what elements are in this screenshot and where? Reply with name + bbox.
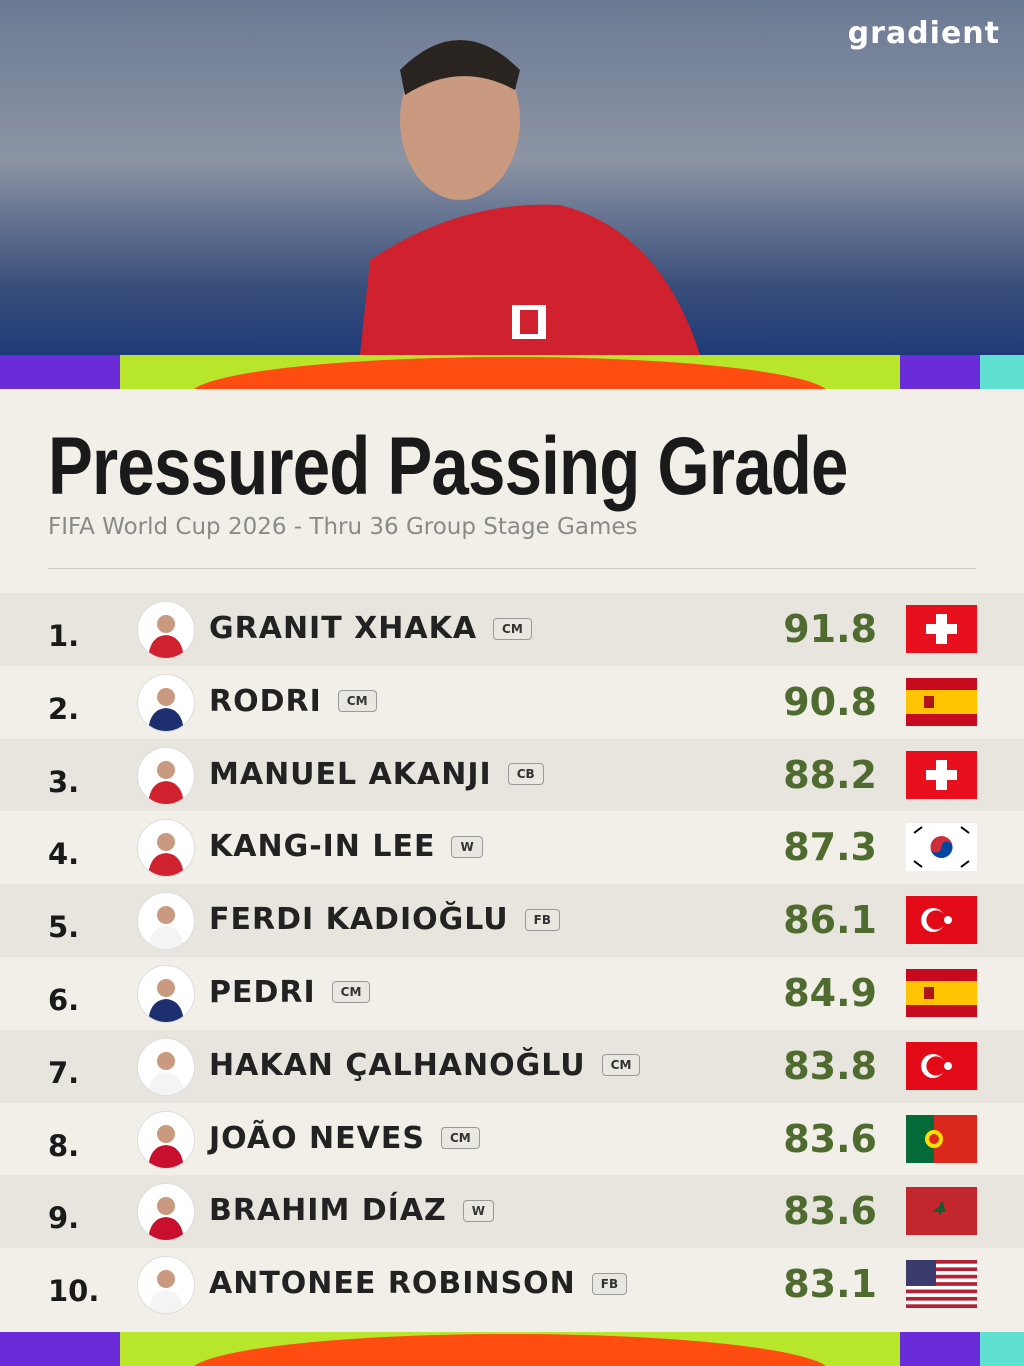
player-avatar	[137, 892, 195, 951]
rank: 10.	[48, 1274, 100, 1309]
ranking-row: 9. BRAHIM DÍAZ W 83.6	[0, 1175, 1024, 1249]
rank: 6.	[48, 982, 80, 1017]
position-badge: FB	[591, 1272, 628, 1295]
grade: 87.3	[783, 825, 877, 870]
position-badge: CM	[493, 617, 532, 640]
player-avatar	[137, 819, 195, 878]
player-name-group: KANG-IN LEE W	[209, 829, 483, 864]
player-name-group: HAKAN ÇALHANOĞLU CM	[209, 1047, 641, 1083]
grade: 84.9	[783, 970, 877, 1015]
country-flag	[906, 605, 977, 653]
position-badge: W	[462, 1199, 495, 1222]
color-band	[0, 355, 1024, 389]
player-name: RODRI	[209, 683, 322, 719]
grade: 83.8	[783, 1043, 877, 1088]
rank: 8.	[48, 1128, 80, 1163]
player-illustration	[360, 40, 700, 355]
position-badge: CM	[337, 690, 377, 713]
grade: 83.6	[783, 1116, 877, 1161]
player-name: JOÃO NEVES	[209, 1120, 425, 1156]
player-name-group: MANUEL AKANJI CB	[209, 757, 544, 792]
grade: 86.1	[783, 898, 877, 943]
country-flag	[906, 896, 977, 945]
country-flag	[906, 677, 977, 726]
ranking-row: 4. KANG-IN LEE W 87.3	[0, 811, 1024, 884]
grade: 90.8	[783, 679, 877, 724]
subtitle: FIFA World Cup 2026 - Thru 36 Group Stag…	[48, 514, 638, 540]
player-avatar	[137, 1037, 195, 1096]
divider	[48, 568, 976, 569]
player-name-group: BRAHIM DÍAZ W	[209, 1193, 495, 1229]
player-name-group: FERDI KADIOĞLU FB	[209, 902, 561, 938]
ranking-list: 1. GRANIT XHAKA CM 91.8 2. RODRI CM 90.8 3. MANUE…	[0, 593, 1024, 1321]
position-badge: CM	[440, 1127, 480, 1150]
country-flag	[906, 1187, 977, 1236]
player-avatar	[137, 673, 195, 732]
brand-logo: gradient	[847, 16, 1000, 51]
country-flag	[906, 968, 977, 1017]
ranking-row: 7. HAKAN ÇALHANOĞLU CM 83.8	[0, 1029, 1024, 1103]
country-flag	[906, 750, 977, 799]
ranking-row: 8. JOÃO NEVES CM 83.6	[0, 1103, 1024, 1176]
position-badge: CB	[507, 763, 544, 786]
player-avatar	[137, 601, 195, 659]
player-name-group: RODRI CM	[209, 684, 377, 719]
ranking-row: 6. PEDRI CM 84.9	[0, 957, 1024, 1030]
rank: 1.	[48, 619, 80, 653]
player-name-group: PEDRI CM	[209, 974, 371, 1010]
title: Pressured Passing Grade	[48, 421, 848, 512]
player-name: PEDRI	[209, 974, 316, 1010]
player-name-group: ANTONEE ROBINSON FB	[209, 1266, 628, 1302]
ranking-row: 2. RODRI CM 90.8	[0, 666, 1024, 739]
grade: 88.2	[783, 752, 877, 797]
position-badge: CM	[331, 981, 371, 1004]
player-avatar	[137, 1183, 195, 1242]
country-flag	[906, 1260, 977, 1309]
rank: 9.	[48, 1201, 80, 1236]
player-name: HAKAN ÇALHANOĞLU	[209, 1047, 586, 1083]
rank: 3.	[48, 764, 80, 799]
player-avatar	[137, 1256, 195, 1315]
rank: 4.	[48, 837, 80, 872]
player-avatar	[137, 1110, 195, 1169]
color-band	[0, 1332, 1024, 1366]
grade: 83.1	[783, 1262, 877, 1307]
player-name: ANTONEE ROBINSON	[209, 1266, 576, 1302]
player-avatar	[137, 746, 195, 805]
rank: 5.	[48, 910, 80, 945]
position-badge: FB	[524, 908, 561, 931]
rank: 2.	[48, 691, 80, 726]
player-name-group: GRANIT XHAKA CM	[209, 611, 532, 646]
player-name-group: JOÃO NEVES CM	[209, 1121, 480, 1156]
player-name: MANUEL AKANJI	[209, 756, 492, 792]
country-flag	[906, 823, 977, 872]
player-name: GRANIT XHAKA	[209, 611, 478, 646]
hero-photo: gradient	[0, 0, 1024, 355]
grade: 83.6	[783, 1189, 877, 1234]
ranking-row: 1. GRANIT XHAKA CM 91.8	[0, 593, 1024, 666]
player-name: KANG-IN LEE	[209, 829, 436, 865]
player-avatar	[137, 964, 195, 1023]
ranking-row: 5. FERDI KADIOĞLU FB 86.1	[0, 884, 1024, 957]
player-name: BRAHIM DÍAZ	[209, 1193, 447, 1229]
country-flag	[906, 1041, 977, 1090]
position-badge: W	[451, 835, 483, 858]
player-name: FERDI KADIOĞLU	[209, 902, 509, 938]
grade: 91.8	[783, 607, 877, 651]
rank: 7.	[48, 1055, 80, 1090]
ranking-row: 3. MANUEL AKANJI CB 88.2	[0, 738, 1024, 812]
position-badge: CM	[601, 1054, 641, 1077]
country-flag	[906, 1114, 977, 1163]
ranking-row: 10. ANTONEE ROBINSON FB 83.1	[0, 1248, 1024, 1321]
